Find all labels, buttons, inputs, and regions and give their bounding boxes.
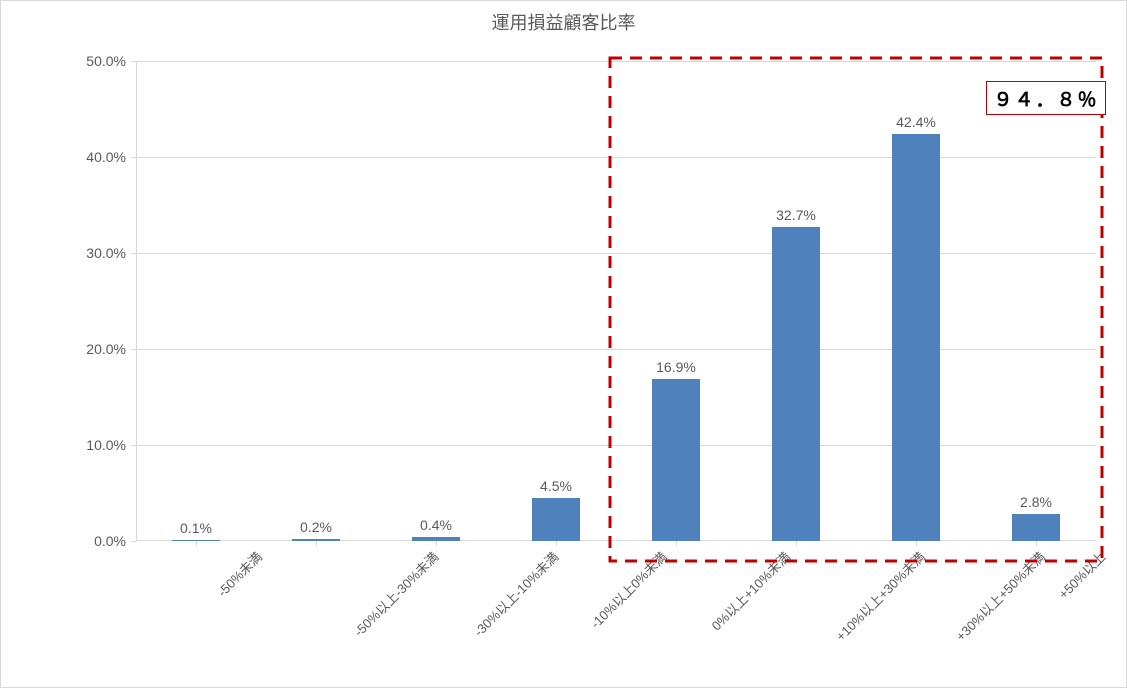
bar-slot: 16.9%0%以上+10%未満 xyxy=(616,61,736,541)
bar xyxy=(772,227,820,541)
x-tick-label: -30%以上-10%未満 xyxy=(469,547,562,640)
summary-callout-text: ９４．８％ xyxy=(993,85,1098,112)
y-tick-label: 10.0% xyxy=(86,437,126,453)
x-tick-mark xyxy=(796,541,797,546)
x-tick-mark xyxy=(1036,541,1037,546)
data-label: 16.9% xyxy=(656,359,696,375)
y-tick-mark xyxy=(131,541,136,542)
bar-slot: 42.4%+30%以上+50%未満 xyxy=(856,61,976,541)
data-label: 42.4% xyxy=(896,114,936,130)
y-tick-label: 30.0% xyxy=(86,245,126,261)
x-tick-mark xyxy=(436,541,437,546)
x-tick-mark xyxy=(556,541,557,546)
x-tick-label: +50%以上 xyxy=(1053,547,1109,603)
bar-slot: 4.5%-10%以上0%未満 xyxy=(496,61,616,541)
bar xyxy=(892,134,940,541)
data-label: 32.7% xyxy=(776,207,816,223)
x-tick-mark xyxy=(916,541,917,546)
plot-area: 0.0%10.0%20.0%30.0%40.0%50.0%0.1%-50%未満0… xyxy=(136,61,1096,541)
x-tick-mark xyxy=(676,541,677,546)
bar xyxy=(1012,514,1060,541)
y-tick-label: 40.0% xyxy=(86,149,126,165)
x-tick-label: -50%未満 xyxy=(213,547,266,600)
data-label: 0.2% xyxy=(300,519,332,535)
data-label: 0.4% xyxy=(420,517,452,533)
x-tick-label: 0%以上+10%未満 xyxy=(707,547,794,634)
x-tick-label: -10%以上0%未満 xyxy=(586,547,671,632)
data-label: 2.8% xyxy=(1020,494,1052,510)
x-tick-label: -50%以上-30%未満 xyxy=(349,547,442,640)
bar-slot: 32.7%+10%以上+30%未満 xyxy=(736,61,856,541)
bar-slot: 0.2%-50%以上-30%未満 xyxy=(256,61,376,541)
x-tick-label: +30%以上+50%未満 xyxy=(951,547,1049,645)
summary-callout: ９４．８％ xyxy=(986,81,1106,115)
data-label: 0.1% xyxy=(180,520,212,536)
bar-slot: 2.8%+50%以上 xyxy=(976,61,1096,541)
data-label: 4.5% xyxy=(540,478,572,494)
y-tick-label: 0.0% xyxy=(94,533,126,549)
bar xyxy=(532,498,580,541)
y-tick-label: 50.0% xyxy=(86,53,126,69)
x-tick-mark xyxy=(316,541,317,546)
chart-frame: 運用損益顧客比率 0.0%10.0%20.0%30.0%40.0%50.0%0.… xyxy=(0,0,1127,688)
bar-slot: 0.1%-50%未満 xyxy=(136,61,256,541)
x-tick-mark xyxy=(196,541,197,546)
bar xyxy=(652,379,700,541)
bar-slot: 0.4%-30%以上-10%未満 xyxy=(376,61,496,541)
x-tick-label: +10%以上+30%未満 xyxy=(831,547,929,645)
y-tick-label: 20.0% xyxy=(86,341,126,357)
chart-title: 運用損益顧客比率 xyxy=(1,9,1126,35)
